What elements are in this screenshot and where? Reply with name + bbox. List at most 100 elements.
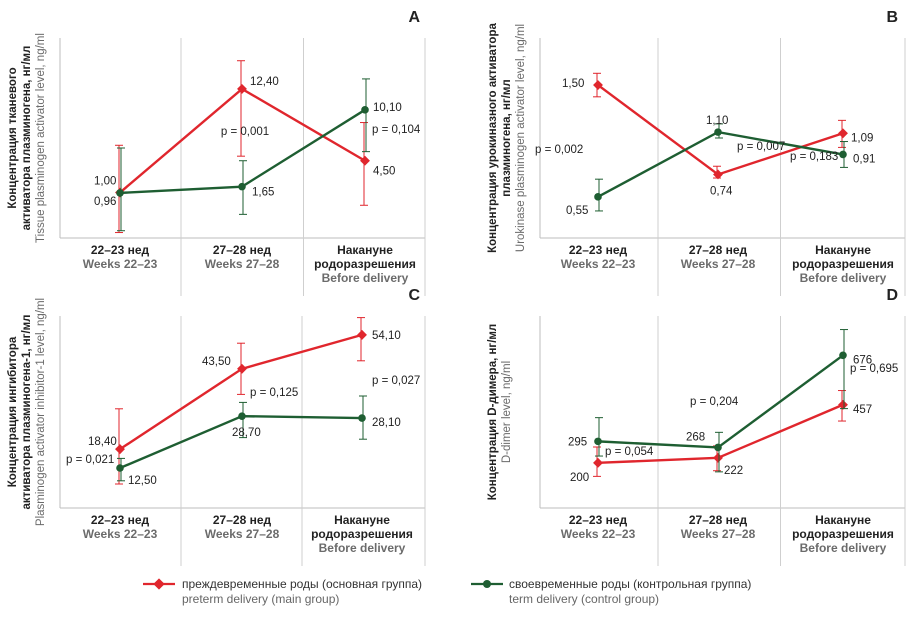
x-tick-label-ru: родоразрешения [792,527,894,541]
data-label-preterm: 4,50 [373,166,395,178]
y-axis-title-en: Tissue plasminogen activator level, ng/m… [35,33,47,243]
data-point-preterm [838,399,848,410]
panel-letter: D [886,287,898,304]
data-point-term [238,182,246,191]
y-axis-title-ru: плазминогена, нг/мл [501,79,513,196]
x-tick-label-en: Weeks 22–23 [83,527,158,541]
x-tick-label-ru: Накануне [337,243,393,257]
chart-panel-a: A Концентрация тканевого активатора плазми… [7,9,426,296]
x-tick-label-en: Before delivery [800,271,887,285]
p-value-label: p = 0,054 [605,446,654,458]
chart-panel-d: D Концентрация D-димера, нг/мл D-dimer lev… [487,287,906,566]
x-tick-label-en: Weeks 27–28 [681,257,756,271]
data-point-preterm [593,457,603,468]
data-point-term [839,150,847,159]
x-tick-label-ru: 22–23 нед [569,243,628,257]
data-label-term: 1,10 [706,115,728,127]
data-label-preterm: 200 [570,472,589,484]
x-tick-label-en: Weeks 22–23 [83,257,158,271]
data-label-preterm: 1,09 [851,132,873,144]
x-tick-label-ru: 27–28 нед [689,513,748,527]
x-tick-label-ru: 27–28 нед [213,513,272,527]
data-point-term [361,106,369,114]
y-axis-title-ru: Концентрация урокиназного активатора [487,23,499,253]
x-tick-label-ru: родоразрешения [311,527,413,541]
x-tick-label-en: Before delivery [319,541,406,555]
data-point-preterm [237,83,247,94]
data-label-term: 0,55 [566,205,588,217]
data-label-term: 295 [568,436,587,448]
data-point-preterm [838,128,848,139]
y-axis-title-en: Urokinase plasminogen activator level, n… [515,24,527,252]
data-point-preterm [360,155,370,166]
data-label-preterm: 54,10 [372,330,401,342]
x-tick-label-en: Before delivery [322,271,409,285]
data-point-term [116,189,124,197]
data-label-term: 1,65 [252,187,274,199]
data-label-term: 268 [686,431,705,443]
p-value-label: p = 0,021 [66,454,114,466]
p-value-label: p = 0,695 [850,363,898,375]
data-label-term: 676 [853,354,872,366]
data-label-preterm: 457 [853,404,872,416]
data-point-term [238,412,246,420]
x-tick-label-en: Weeks 27–28 [205,257,280,271]
x-tick-label-ru: Накануне [815,513,871,527]
data-label-term: 10,10 [373,102,402,114]
data-point-term [358,414,366,422]
data-label-term: 0,96 [94,196,116,208]
y-axis-title-ru: активатора плазминогена, нг/мл [21,46,33,231]
data-label-term: 28,10 [372,417,401,429]
x-tick-label-ru: 27–28 нед [213,243,272,257]
x-tick-label-en: Weeks 27–28 [205,527,280,541]
data-point-preterm [357,329,367,340]
x-tick-label-ru: 22–23 нед [569,513,628,527]
x-tick-label-ru: Накануне [815,243,871,257]
panel-letter: A [408,9,420,26]
x-tick-label-en: Weeks 22–23 [561,257,636,271]
x-tick-label-ru: родоразрешения [314,257,416,271]
p-value-label: p = 0,002 [535,144,583,156]
x-tick-label-ru: Накануне [334,513,390,527]
data-label-term: 28,70 [232,427,261,439]
y-axis-title-en: Plasminogen activator inhibitor-1 level,… [35,298,47,526]
x-tick-label-en: Weeks 22–23 [561,527,636,541]
y-axis-title-ru: активатора плазминогена-1, нг/мл [21,315,33,510]
data-label-preterm: 1,50 [562,78,584,90]
p-value-label: p = 0,104 [372,124,421,136]
x-tick-label-en: Weeks 27–28 [681,527,756,541]
panel-letter: C [408,287,420,304]
p-value-label: p = 0,183 [790,151,838,163]
p-value-label: p = 0,027 [372,375,420,387]
y-axis-title-ru: Концентрация ингибитора [7,336,19,487]
p-value-label: p = 0,204 [690,396,739,408]
data-point-preterm [713,169,723,180]
data-label-preterm: 0,74 [710,185,733,197]
y-axis-title-ru: Концентрация тканевого [7,67,19,208]
x-tick-label-ru: 27–28 нед [689,243,748,257]
data-label-preterm: 12,40 [250,76,279,88]
y-axis-title-en: D-dimer level, ng/ml [501,361,513,463]
data-label-preterm: 43,50 [202,356,231,368]
data-label-preterm: 222 [724,465,743,477]
data-label-preterm: 18,40 [88,436,117,448]
data-point-preterm [237,363,247,374]
data-point-preterm [713,452,723,463]
data-point-preterm [593,80,603,91]
p-value-label: p = 0,001 [221,126,269,138]
data-point-term [116,464,124,472]
data-point-term [839,351,847,360]
x-tick-label-ru: 22–23 нед [91,513,150,527]
data-label-term: 12,50 [128,475,157,487]
x-tick-label-ru: родоразрешения [792,257,894,271]
chart-panel-c: C Концентрация ингибитора активатора плазм… [7,287,426,566]
data-point-term [594,193,602,201]
x-tick-label-ru: 22–23 нед [91,243,150,257]
data-point-term [594,437,602,446]
data-point-term [714,128,722,136]
data-point-term [714,443,722,452]
chart-panel-b: B Концентрация урокиназного активатора пла… [487,9,906,296]
data-label-preterm: 1,00 [94,176,116,188]
